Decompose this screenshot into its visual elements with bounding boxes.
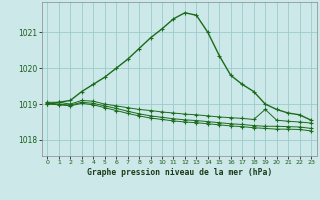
X-axis label: Graphe pression niveau de la mer (hPa): Graphe pression niveau de la mer (hPa) [87, 168, 272, 177]
